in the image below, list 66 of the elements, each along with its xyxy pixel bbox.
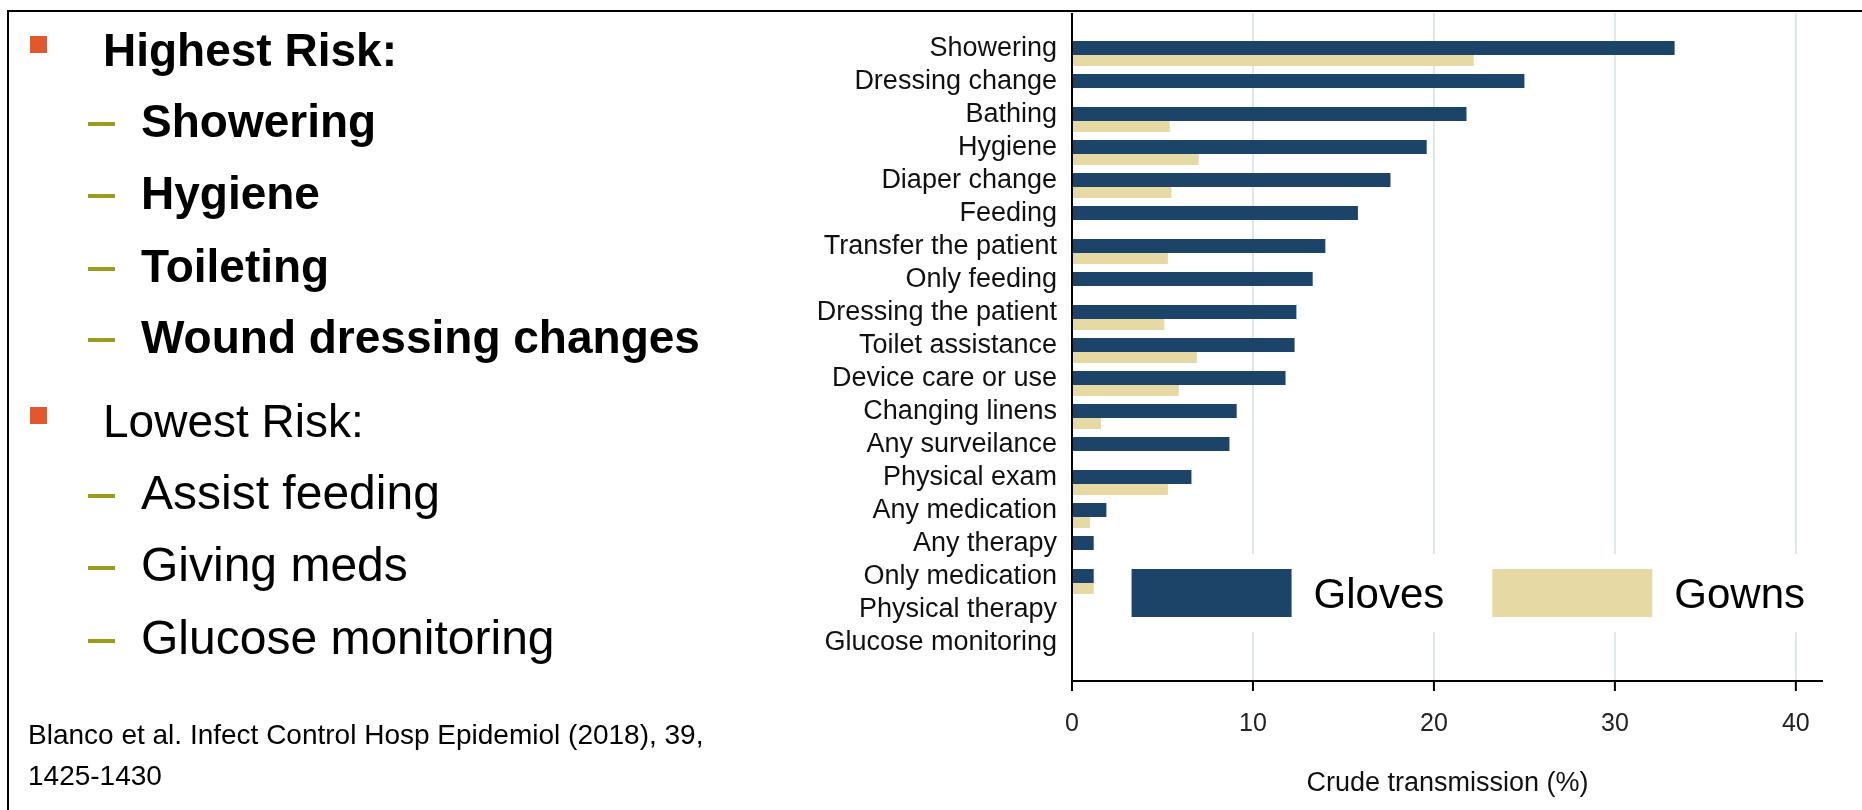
y-tick-label: Any therapy [912,527,1058,558]
text: Toileting [141,240,330,292]
y-tick-label: Device care or use [831,362,1057,393]
y-tick-label: Transfer the patient [823,230,1058,261]
x-tick-label: 10 [1239,708,1267,736]
bar [1072,536,1094,550]
y-tick-label: Diaper change [881,164,1057,195]
bar [1072,41,1675,55]
text: Glucose monitoring [141,611,555,664]
bar [1072,503,1107,517]
y-tick-label: Any medication [872,494,1057,525]
bar [1072,305,1297,319]
y-tick-label: Changing linens [863,395,1057,426]
bar [1072,371,1286,385]
legend-label: Gowns [1674,569,1805,617]
y-tick-label: Glucose monitoring [824,626,1057,657]
bar [1072,206,1358,220]
bar [1072,470,1192,484]
y-tick-label: Dressing the patient [816,296,1058,327]
text: Hygiene [141,167,320,219]
legend-label: Gloves [1313,569,1445,617]
bar [1072,74,1525,88]
bar [1072,187,1172,198]
y-tick-label: Any surveilance [866,428,1057,459]
bar [1072,569,1094,583]
bar [1072,352,1197,363]
y-tick-label: Bathing [965,98,1057,129]
y-tick-label: Only medication [863,560,1057,591]
bar [1072,154,1199,165]
bar [1072,484,1168,495]
bar [1072,404,1237,418]
text: Giving meds [141,538,408,591]
bar [1072,107,1467,121]
bar [1072,517,1091,528]
bar [1072,418,1101,429]
y-tick-label: Toilet assistance [858,329,1057,360]
y-tick-label: Dressing change [854,65,1057,96]
y-tick-label: Hygiene [957,131,1057,162]
text: Assist feeding [141,466,440,519]
x-axis-title: Crude transmission (%) [1306,767,1589,797]
bar [1072,583,1094,594]
y-tick-label: Showering [929,32,1057,63]
text: Lowest Risk: [103,395,364,447]
y-tick-label: Physical exam [882,461,1057,492]
text: Blanco et al. Infect Control Hosp Epidemiol (2018), 39, 1425-1430 [28,719,704,791]
bar [1072,140,1427,154]
x-tick-label: 40 [1781,708,1810,736]
bar [1072,55,1474,66]
x-tick-label: 20 [1420,708,1448,736]
bar [1072,272,1313,286]
x-tick-label: 0 [1065,708,1079,736]
bar [1072,319,1165,330]
bar [1072,239,1326,253]
text: Showering [141,95,377,147]
bar [1072,173,1391,187]
y-tick-label: Physical therapy [858,593,1058,624]
bar [1072,437,1230,451]
text: Wound dressing changes [141,311,700,363]
bar [1072,253,1168,264]
y-tick-label: Feeding [959,197,1057,228]
x-tick-label: 30 [1600,708,1629,736]
bar [1072,121,1170,132]
bar [1072,385,1179,396]
y-tick-label: Only feeding [905,263,1057,294]
text: Highest Risk: [103,24,397,76]
bar [1072,338,1295,352]
